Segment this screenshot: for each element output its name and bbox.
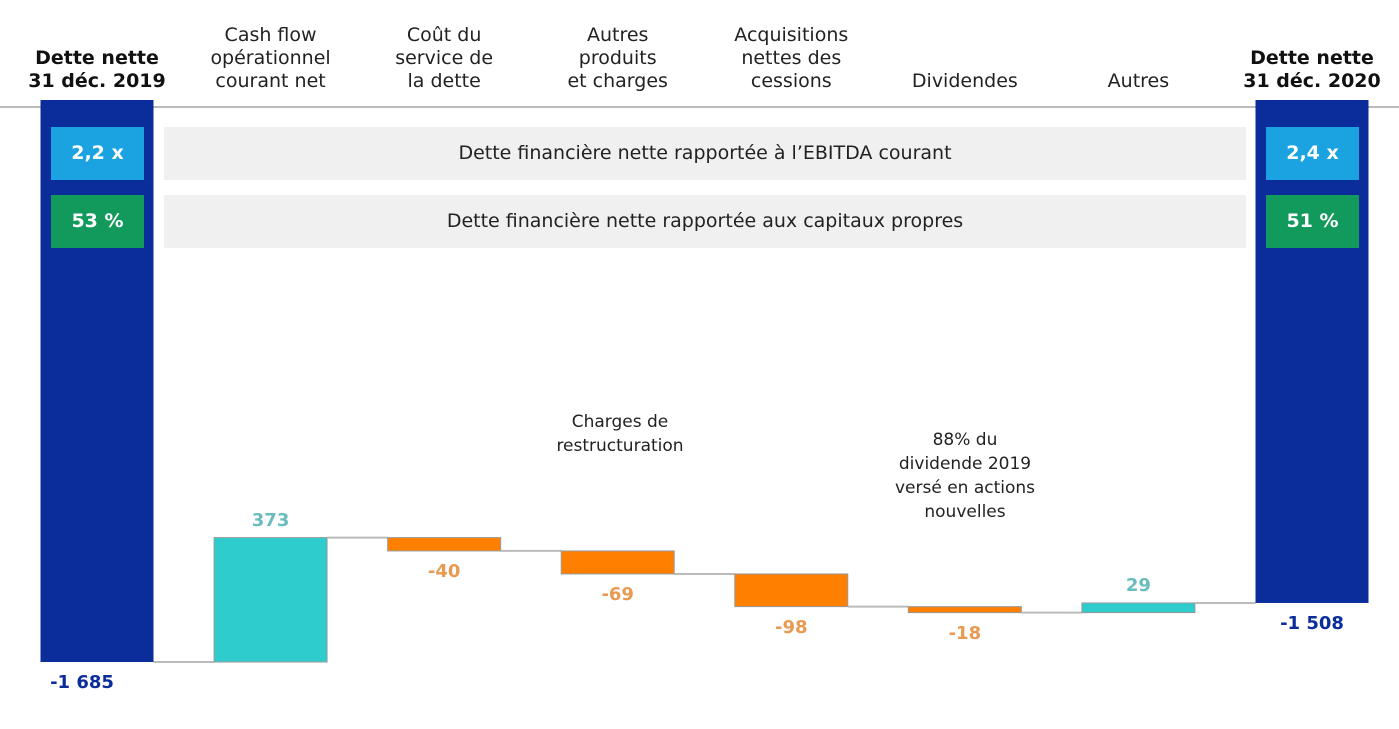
x-tick-label: Autres <box>1107 70 1170 92</box>
bar <box>907 606 1022 614</box>
value-label: -1 685 <box>50 671 114 693</box>
annotation: Charges de restructuration <box>556 412 684 456</box>
bar <box>387 537 502 552</box>
value-label: 373 <box>251 509 290 531</box>
x-tick-label: Dette nette 31 déc. 2020 <box>1243 47 1381 92</box>
value-label: 29 <box>1125 574 1151 596</box>
bar <box>560 550 675 575</box>
bar <box>213 537 328 663</box>
ratio-value: 2,2 x <box>51 127 144 180</box>
ratio-value: 51 % <box>1266 195 1359 248</box>
value-label: -98 <box>775 616 808 638</box>
x-tick-label: Acquisitions nettes des cessions <box>734 24 849 92</box>
ratio-label: Dette financière nette rapportée à l’EBI… <box>164 127 1246 180</box>
bar <box>734 573 849 608</box>
bar <box>1255 100 1369 603</box>
value-label: -69 <box>601 583 634 605</box>
bar <box>40 100 154 662</box>
ratio-value: 53 % <box>51 195 144 248</box>
ratio-label: Dette financière nette rapportée aux cap… <box>164 195 1246 248</box>
ratio-value: 2,4 x <box>1266 127 1359 180</box>
value-label: -1 508 <box>1280 612 1344 634</box>
x-tick-label: Cash flow opérationnel courant net <box>210 24 331 92</box>
x-tick-label: Coût du service de la dette <box>395 24 494 92</box>
x-tick-label: Dette nette 31 déc. 2019 <box>28 47 166 92</box>
annotation: 88% du dividende 2019 versé en actions n… <box>894 430 1036 522</box>
bar <box>1081 602 1196 614</box>
x-tick-label: Dividendes <box>911 70 1018 92</box>
value-label: -18 <box>948 622 982 644</box>
value-label: -40 <box>427 560 461 582</box>
x-tick-label: Autres produits et charges <box>567 24 668 92</box>
